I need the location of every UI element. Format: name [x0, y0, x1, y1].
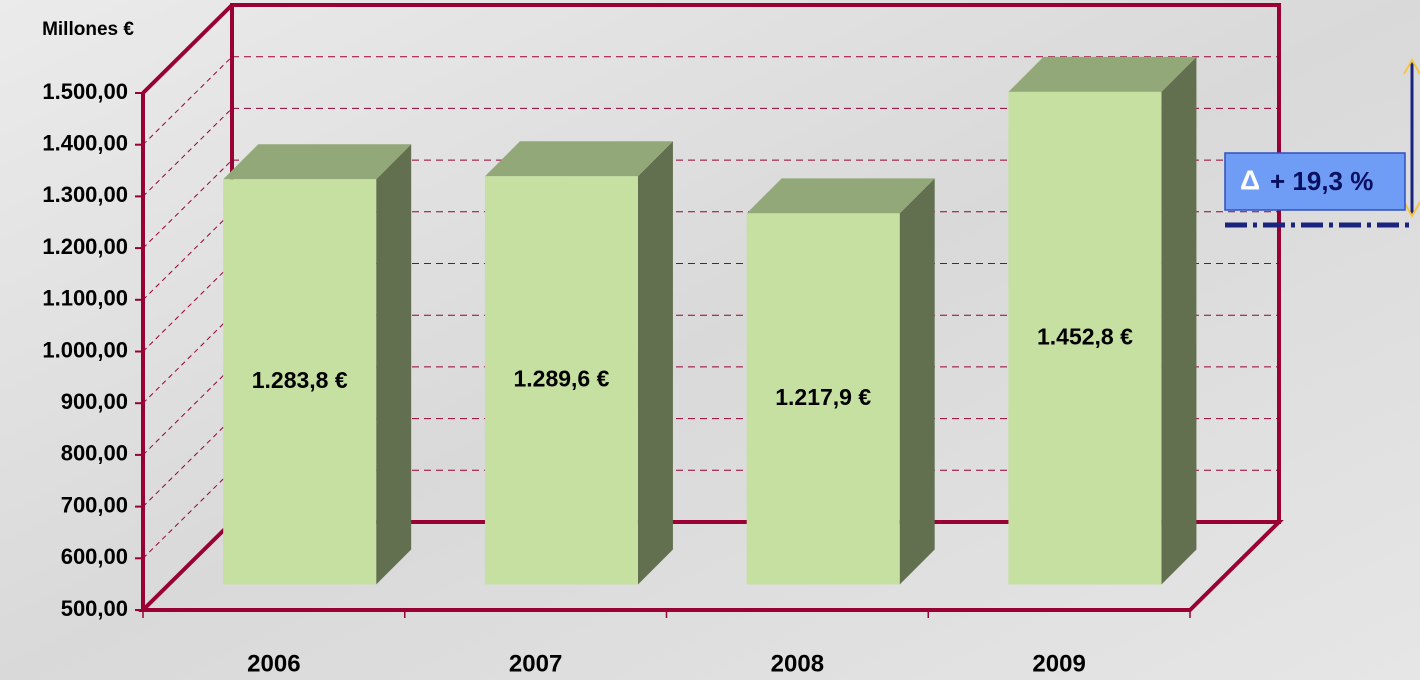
bar: [223, 179, 377, 585]
plot: 500,00 600,00 700,00 800,00 900,00 1.000,00 1.…: [42, 3, 1284, 677]
bar-top: [484, 141, 673, 177]
x-tick-label: 2009: [1032, 650, 1085, 677]
y-tick-label: 500,00: [61, 596, 128, 621]
bar: [484, 176, 638, 585]
y-tick-label: 1.000,00: [42, 337, 128, 362]
side-grid-line: [142, 108, 233, 197]
side-grid-line: [142, 56, 233, 146]
x-tick-label: 2008: [771, 650, 824, 677]
side-grid-line: [142, 211, 233, 301]
value-label: 1.217,9 €: [775, 384, 871, 410]
annotation-text: + 19,3 %: [1270, 166, 1373, 196]
side-grid-line: [142, 159, 233, 249]
value-label: 1.452,8 €: [1037, 323, 1133, 349]
y-tick-label: 900,00: [61, 389, 128, 414]
bar-side: [899, 178, 935, 585]
value-label: 1.289,6 €: [513, 365, 609, 391]
bar-top: [223, 144, 412, 180]
left-wall-edge: [141, 3, 234, 95]
bar: [746, 213, 900, 585]
y-tick-label: 1.400,00: [42, 131, 128, 156]
side-grid-line: [142, 469, 233, 559]
annotation-symbol: Δ: [1240, 164, 1260, 195]
y-tick-label: 700,00: [61, 492, 128, 517]
y-tick-label: 1.300,00: [42, 182, 128, 207]
y-tick-label: 800,00: [61, 441, 128, 466]
arrow-head: [1403, 57, 1420, 219]
side-grid-line: [142, 314, 233, 404]
bar: [1008, 91, 1162, 585]
side-grid-line: [142, 418, 233, 507]
x-tick-label: 2007: [509, 650, 562, 677]
x-tick-label: 2006: [247, 650, 300, 677]
y-tick-label: 1.500,00: [42, 79, 128, 104]
y-axis-label: Millones €: [42, 19, 134, 40]
value-label: 1.283,8 €: [252, 367, 348, 393]
annotation-box: [1224, 152, 1406, 211]
bar-side: [1161, 56, 1197, 585]
bar-top: [1008, 56, 1197, 92]
bar-side: [376, 144, 412, 585]
bar-top: [746, 178, 935, 214]
y-tick-label: 1.100,00: [42, 286, 128, 311]
annotation: Δ + 19,3 %: [1224, 57, 1420, 228]
side-grid-line: [142, 263, 233, 352]
y-tick-label: 1.200,00: [42, 234, 128, 259]
bar-side: [637, 141, 673, 585]
side-grid-line: [142, 366, 233, 456]
y-tick-label: 600,00: [61, 544, 128, 569]
